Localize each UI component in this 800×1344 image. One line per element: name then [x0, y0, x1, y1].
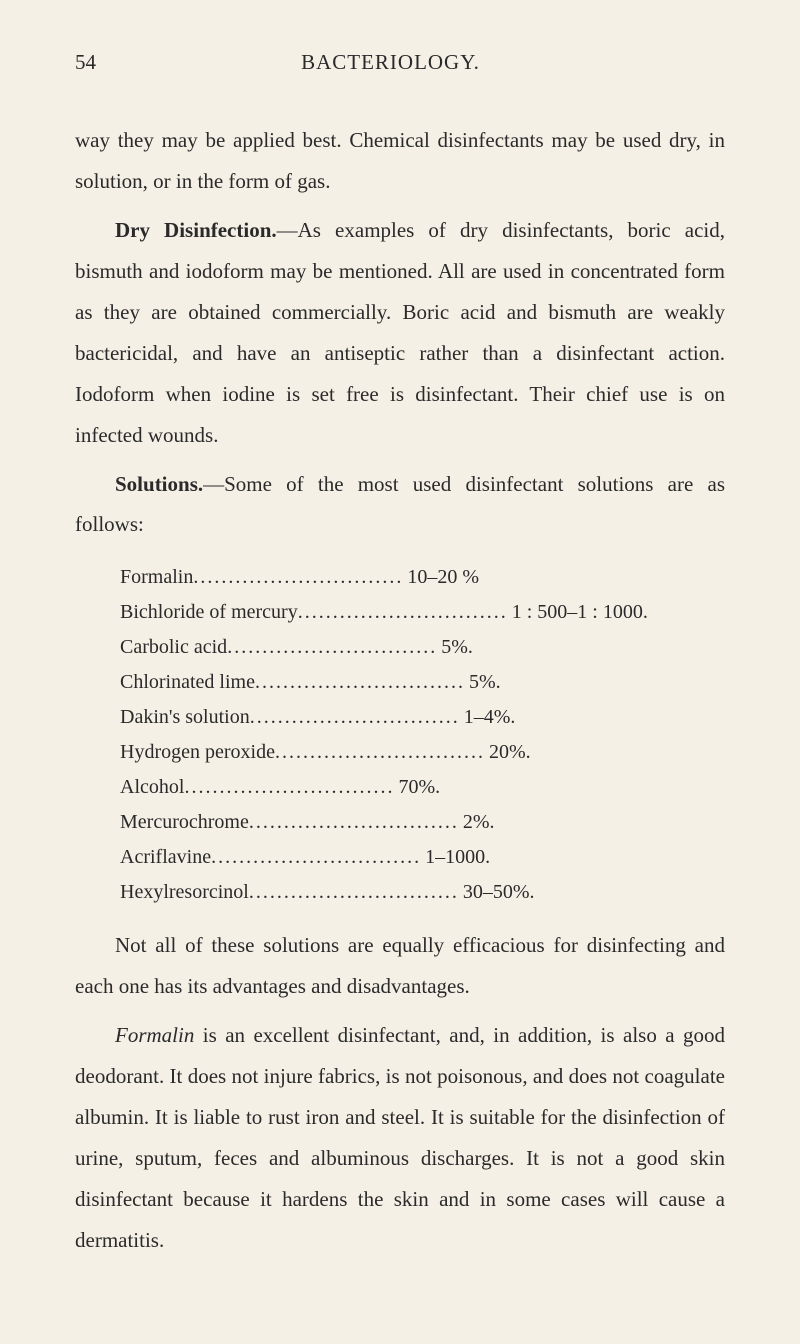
- list-label: Alcohol: [120, 770, 184, 805]
- list-dots: ..............................: [275, 735, 485, 770]
- formalin-text: is an excellent disinfectant, and, in ad…: [75, 1023, 725, 1252]
- list-item: Bichloride of mercury ..................…: [120, 595, 725, 630]
- page-title: BACTERIOLOGY.: [96, 50, 685, 75]
- list-dots: ..............................: [211, 840, 421, 875]
- list-dots: ..............................: [227, 630, 437, 665]
- list-item: Mercurochrome ..........................…: [120, 805, 725, 840]
- page-number: 54: [75, 50, 96, 75]
- list-value: 70%.: [394, 770, 440, 805]
- list-value: 20%.: [485, 735, 531, 770]
- list-dots: ..............................: [255, 665, 465, 700]
- list-label: Chlorinated lime: [120, 665, 255, 700]
- list-label: Bichloride of mercury: [120, 595, 298, 630]
- list-item: Carbolic acid ..........................…: [120, 630, 725, 665]
- paragraph-dry-disinfection: Dry Disinfection.—As examples of dry dis…: [75, 210, 725, 456]
- list-value: 1–4%.: [460, 700, 516, 735]
- list-dots: ..............................: [298, 595, 508, 630]
- list-value: 10–20 %: [403, 560, 479, 595]
- list-label: Formalin: [120, 560, 193, 595]
- list-value: 5%.: [437, 630, 473, 665]
- list-dots: ..............................: [249, 875, 459, 910]
- list-value: 30–50%.: [459, 875, 535, 910]
- list-item: Dakin's solution .......................…: [120, 700, 725, 735]
- paragraph-continuation: way they may be applied best. Chemical d…: [75, 120, 725, 202]
- list-label: Dakin's solution: [120, 700, 250, 735]
- list-label: Acriflavine: [120, 840, 211, 875]
- list-item: Chlorinated lime .......................…: [120, 665, 725, 700]
- list-dots: ..............................: [249, 805, 459, 840]
- page-header: 54 BACTERIOLOGY.: [75, 50, 725, 75]
- paragraph-solutions-intro: Solutions.—Some of the most used disinfe…: [75, 464, 725, 546]
- list-value: 1–1000.: [421, 840, 490, 875]
- list-value: 1 : 500–1 : 1000.: [508, 595, 648, 630]
- list-dots: ..............................: [250, 700, 460, 735]
- formalin-term: Formalin: [115, 1023, 194, 1047]
- list-dots: ..............................: [184, 770, 394, 805]
- list-dots: ..............................: [193, 560, 403, 595]
- list-item: Formalin .............................. …: [120, 560, 725, 595]
- text-dry-disinfection: —As examples of dry disinfectants, boric…: [75, 218, 725, 447]
- list-item: Hexylresorcinol ........................…: [120, 875, 725, 910]
- paragraph-efficacy: Not all of these solutions are equally e…: [75, 925, 725, 1007]
- list-item: Hydrogen peroxide ......................…: [120, 735, 725, 770]
- list-label: Carbolic acid: [120, 630, 227, 665]
- list-value: 2%.: [459, 805, 495, 840]
- list-item: Alcohol .............................. 7…: [120, 770, 725, 805]
- list-label: Hexylresorcinol: [120, 875, 249, 910]
- paragraph-formalin: Formalin is an excellent disinfectant, a…: [75, 1015, 725, 1261]
- list-value: 5%.: [465, 665, 501, 700]
- heading-solutions: Solutions.: [115, 472, 203, 496]
- body-content: way they may be applied best. Chemical d…: [75, 120, 725, 1261]
- list-label: Hydrogen peroxide: [120, 735, 275, 770]
- heading-dry-disinfection: Dry Disinfection.: [115, 218, 277, 242]
- list-item: Acriflavine ............................…: [120, 840, 725, 875]
- list-label: Mercurochrome: [120, 805, 249, 840]
- disinfectant-list: Formalin .............................. …: [120, 560, 725, 910]
